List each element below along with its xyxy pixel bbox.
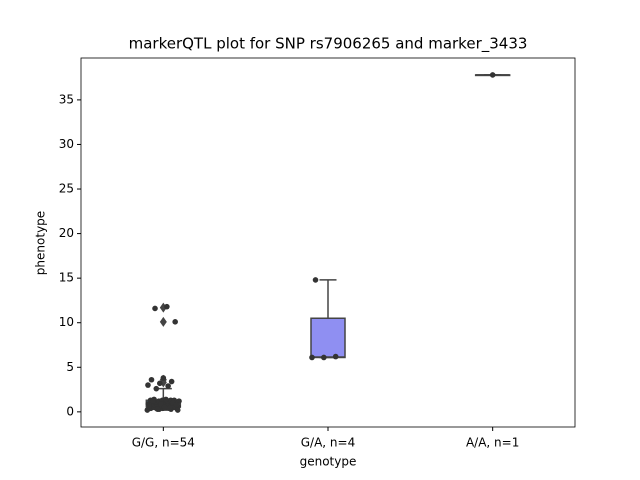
x-tick-label: G/G, n=54 bbox=[132, 436, 195, 450]
point bbox=[309, 354, 315, 361]
point bbox=[172, 319, 178, 325]
point bbox=[173, 401, 180, 408]
point bbox=[163, 396, 169, 403]
point bbox=[166, 405, 173, 412]
y-tick-label: 15 bbox=[59, 271, 74, 285]
x-tick-label: A/A, n=1 bbox=[466, 436, 519, 450]
point bbox=[489, 72, 496, 78]
plot-frame bbox=[80, 57, 576, 428]
x-axis-label: genotype bbox=[300, 455, 357, 469]
point bbox=[152, 305, 158, 312]
point bbox=[146, 403, 153, 410]
point bbox=[157, 380, 163, 387]
point bbox=[164, 303, 170, 310]
y-axis-label: phenotype bbox=[34, 211, 48, 275]
point bbox=[321, 354, 327, 361]
point bbox=[160, 375, 167, 381]
point bbox=[158, 401, 164, 407]
point bbox=[332, 353, 339, 360]
y-tick-label: 25 bbox=[59, 182, 74, 196]
flier bbox=[159, 316, 167, 327]
point bbox=[312, 277, 319, 283]
chart-title: markerQTL plot for SNP rs7906265 and mar… bbox=[129, 35, 528, 54]
box bbox=[310, 317, 346, 359]
y-tick-label: 35 bbox=[59, 92, 74, 106]
point bbox=[148, 376, 155, 383]
point bbox=[145, 382, 151, 388]
y-tick-label: 10 bbox=[59, 315, 74, 329]
point bbox=[154, 406, 161, 412]
point bbox=[149, 398, 156, 404]
point bbox=[165, 383, 171, 389]
point bbox=[153, 385, 160, 392]
point bbox=[174, 407, 181, 413]
y-tick-label: 5 bbox=[66, 360, 74, 374]
y-tick-label: 20 bbox=[59, 226, 74, 240]
y-tick-label: 0 bbox=[66, 404, 74, 418]
point bbox=[161, 404, 168, 411]
x-tick-label: G/A, n=4 bbox=[301, 436, 355, 450]
point bbox=[168, 378, 175, 385]
y-tick-label: 30 bbox=[59, 137, 74, 151]
